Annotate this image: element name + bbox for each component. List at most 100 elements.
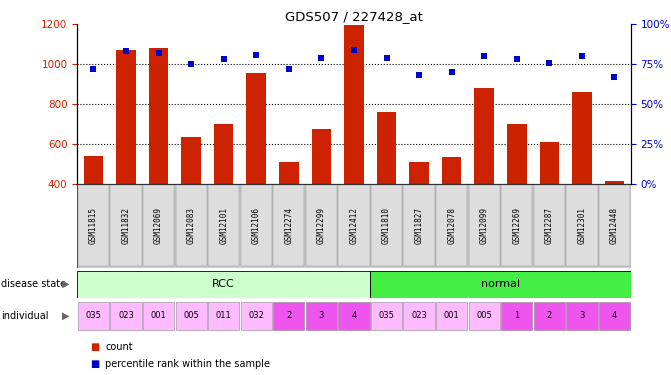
Text: 2: 2 [287, 311, 291, 320]
Text: GSM12078: GSM12078 [447, 207, 456, 245]
Bar [376, 112, 397, 184]
Text: GSM12412: GSM12412 [350, 207, 358, 245]
Bar [371, 302, 402, 330]
Bar [208, 302, 240, 330]
Text: 035: 035 [85, 311, 101, 320]
Bar [599, 302, 630, 330]
Bar [273, 302, 305, 330]
Text: GSM11810: GSM11810 [382, 207, 391, 245]
Bar [77, 271, 370, 298]
Bar [501, 186, 532, 266]
Point [576, 53, 587, 59]
Point [153, 50, 164, 56]
Bar [279, 162, 299, 184]
Bar [306, 186, 337, 266]
Text: 023: 023 [411, 311, 427, 320]
Point [544, 60, 555, 66]
Text: GSM12301: GSM12301 [577, 207, 586, 245]
Text: GSM12083: GSM12083 [187, 207, 196, 245]
Bar [533, 186, 565, 266]
Bar [436, 302, 467, 330]
Bar [344, 26, 364, 184]
Text: disease state: disease state [1, 279, 66, 289]
Text: 005: 005 [476, 311, 492, 320]
Bar [84, 156, 103, 184]
Bar [338, 186, 370, 266]
Text: 035: 035 [378, 311, 395, 320]
Text: GSM12269: GSM12269 [512, 207, 521, 245]
Text: 001: 001 [151, 311, 166, 320]
Bar [78, 302, 109, 330]
Bar [116, 50, 136, 184]
Bar [599, 186, 630, 266]
Bar [110, 186, 142, 266]
Bar [468, 186, 500, 266]
Point [218, 56, 229, 62]
Text: GSM12287: GSM12287 [545, 207, 554, 245]
Title: GDS507 / 227428_at: GDS507 / 227428_at [285, 10, 423, 23]
Bar [208, 186, 240, 266]
Text: GSM12106: GSM12106 [252, 207, 261, 245]
Text: 1: 1 [514, 311, 519, 320]
Text: GSM12448: GSM12448 [610, 207, 619, 245]
Bar [246, 73, 266, 184]
Bar [371, 186, 402, 266]
Bar [409, 162, 429, 184]
Bar [442, 157, 462, 184]
Bar [566, 302, 598, 330]
Text: 3: 3 [579, 311, 584, 320]
Bar [403, 186, 435, 266]
Bar [572, 92, 592, 184]
Point [446, 69, 457, 75]
Bar [468, 302, 500, 330]
Bar [474, 88, 494, 184]
Text: 4: 4 [612, 311, 617, 320]
Text: 023: 023 [118, 311, 134, 320]
Point [609, 74, 620, 80]
Text: count: count [105, 342, 133, 352]
Bar [143, 186, 174, 266]
Text: percentile rank within the sample: percentile rank within the sample [105, 359, 270, 369]
Text: GSM12299: GSM12299 [317, 207, 326, 245]
Point [414, 72, 425, 78]
Bar [338, 302, 370, 330]
Bar [605, 181, 624, 184]
Text: individual: individual [1, 311, 49, 321]
Point [511, 56, 522, 62]
Text: GSM12099: GSM12099 [480, 207, 488, 245]
Bar [241, 186, 272, 266]
Text: GSM11827: GSM11827 [415, 207, 423, 245]
Bar [241, 302, 272, 330]
Text: ■: ■ [91, 342, 100, 352]
Bar [143, 302, 174, 330]
Text: ▶: ▶ [62, 279, 70, 289]
Text: GSM11832: GSM11832 [121, 207, 131, 245]
Text: GSM12101: GSM12101 [219, 207, 228, 245]
Bar [566, 186, 598, 266]
Text: 2: 2 [547, 311, 552, 320]
Bar [176, 186, 207, 266]
Bar [273, 186, 305, 266]
Bar [436, 186, 467, 266]
Bar [181, 137, 201, 184]
Text: 3: 3 [319, 311, 324, 320]
Text: 005: 005 [183, 311, 199, 320]
Text: ▶: ▶ [62, 311, 70, 321]
Point [349, 47, 360, 53]
Bar [507, 124, 527, 184]
Point [186, 61, 197, 67]
Point [316, 55, 327, 61]
Text: 001: 001 [444, 311, 460, 320]
Text: RCC: RCC [212, 279, 235, 289]
Text: normal: normal [481, 279, 520, 289]
Point [479, 53, 490, 59]
Bar [306, 302, 337, 330]
Text: 032: 032 [248, 311, 264, 320]
Bar [78, 186, 109, 266]
Text: ■: ■ [91, 359, 100, 369]
Bar [539, 142, 559, 184]
Point [381, 55, 392, 61]
Point [283, 66, 294, 72]
Point [88, 66, 99, 72]
Bar [501, 302, 532, 330]
